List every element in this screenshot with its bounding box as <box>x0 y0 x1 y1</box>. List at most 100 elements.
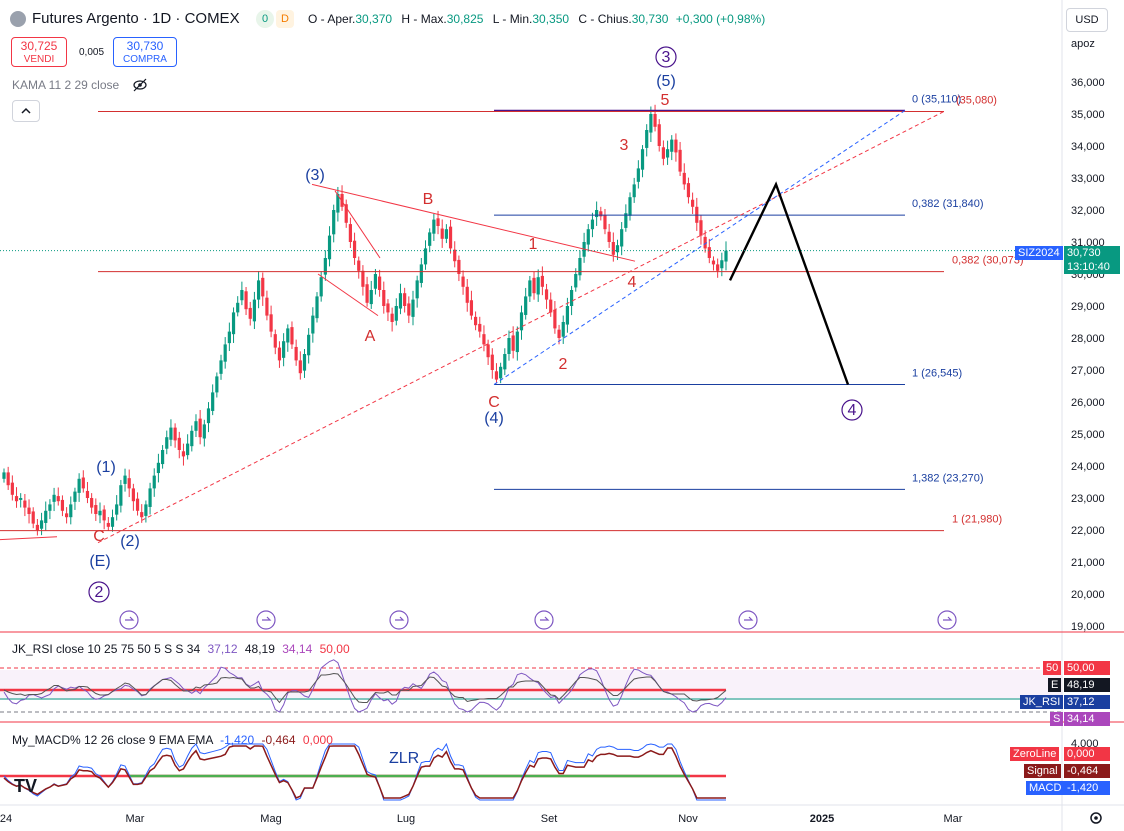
wedge-a <box>334 190 381 259</box>
candle-body <box>27 507 31 514</box>
bar-countdown: 13:10:40 <box>1067 261 1110 273</box>
eye-hidden-icon[interactable] <box>132 78 148 92</box>
wave-label: 4 <box>628 274 637 291</box>
candle-body <box>432 219 436 234</box>
symbol-title[interactable]: Futures Argento · 1D · COMEX <box>32 10 240 27</box>
buy-label: COMPRA <box>123 54 167 65</box>
candle-body <box>624 213 628 228</box>
candle-body <box>131 488 135 502</box>
sell-button[interactable]: 30,725 VENDI <box>11 37 67 67</box>
scale-mode[interactable]: apoz <box>1071 38 1095 50</box>
time-tick: 2025 <box>810 813 834 825</box>
wave-label: B <box>423 191 434 208</box>
event-marker-icon <box>256 610 276 630</box>
candle-body <box>206 408 211 424</box>
rsi-badge-s-label: S <box>1050 712 1064 726</box>
candle-body <box>540 275 544 287</box>
candle-body <box>148 488 152 507</box>
candle-body <box>532 277 536 294</box>
candle-body <box>373 274 378 289</box>
candle-body <box>382 290 386 306</box>
last-price-badge: 30,730 13:10:40 <box>1064 246 1120 274</box>
price-tick: 28,000 <box>1071 333 1105 345</box>
candle-body <box>678 149 682 172</box>
candle-body <box>394 306 398 321</box>
price-tick: 27,000 <box>1071 365 1105 377</box>
wave-label: 1 <box>529 236 538 253</box>
kama-indicator-label[interactable]: KAMA 11 2 29 close <box>12 78 120 92</box>
old-trendline <box>0 536 58 541</box>
level-label: 0 (35,110) <box>912 93 961 105</box>
collapse-legend-button[interactable] <box>12 100 40 122</box>
candle-body <box>499 366 503 379</box>
candle-body <box>244 291 248 310</box>
candle-body <box>190 430 194 447</box>
candle-body <box>682 172 686 185</box>
candle-body <box>473 316 478 326</box>
time-tick: 24 <box>0 813 12 825</box>
candle-body <box>173 427 177 441</box>
sell-price: 30,725 <box>20 39 58 53</box>
currency-selector[interactable]: USD <box>1066 8 1108 32</box>
candle-body <box>52 494 56 502</box>
candle-body <box>507 338 511 354</box>
price-tick: 23,000 <box>1071 493 1105 505</box>
candle-body <box>494 371 499 380</box>
candle-body <box>390 313 394 322</box>
candle-body <box>261 277 265 297</box>
wave-label: 2 <box>559 356 568 373</box>
candle-body <box>595 210 599 218</box>
candle-body <box>240 290 244 301</box>
candle-body <box>69 504 73 518</box>
candle-body <box>611 242 615 255</box>
price-tick: 35,000 <box>1071 109 1105 121</box>
macd-badge-zero-value: 0,000 <box>1064 747 1110 761</box>
price-tick: 21,000 <box>1071 557 1105 569</box>
candle-body <box>457 259 461 274</box>
candle-body <box>223 344 227 362</box>
level-label: 1 (21,980) <box>952 514 1002 526</box>
settings-gear-icon[interactable] <box>1088 810 1104 826</box>
buy-button[interactable]: 30,730 COMPRA <box>113 37 177 67</box>
price-axis: 36,00035,00034,00033,00032,00031,00030,0… <box>1071 77 1105 633</box>
candle-body <box>14 496 19 502</box>
candle-body <box>645 130 649 148</box>
candle-body <box>219 360 223 374</box>
wave-circle <box>655 46 677 68</box>
event-marker-icon <box>534 610 554 630</box>
candles-layer <box>2 104 728 536</box>
candle-body <box>202 424 206 439</box>
price-tick: 29,000 <box>1071 301 1105 313</box>
macd-title: My_MACD% 12 26 close 9 EMA EMA <box>12 733 213 747</box>
candle-body <box>428 232 432 246</box>
macd-legend[interactable]: My_MACD% 12 26 close 9 EMA EMA -1,420 -0… <box>12 733 333 747</box>
candle-body <box>252 299 257 322</box>
rsi-badge-jk-label: JK_RSI <box>1020 695 1064 709</box>
wave-label: C <box>93 528 105 545</box>
macd-badge-zero-label: ZeroLine <box>1010 747 1060 761</box>
spread-value: 0,005 <box>79 47 105 58</box>
candle-body <box>44 510 48 523</box>
candle-body <box>378 276 382 290</box>
candle-body <box>269 314 273 332</box>
candle-body <box>549 299 553 313</box>
rsi-badge-50-label: 50 <box>1043 661 1062 675</box>
candle-body <box>102 509 106 521</box>
rsi-legend[interactable]: JK_RSI close 10 25 75 50 5 S S 34 37,12 … <box>12 642 350 656</box>
candle-body <box>165 437 169 449</box>
candle-body <box>323 258 327 275</box>
rsi-value: 37,12 <box>207 642 238 656</box>
candle-body <box>578 258 582 276</box>
candle-body <box>6 472 10 486</box>
candle-body <box>369 290 373 305</box>
wave-label: 4 <box>848 402 857 419</box>
candle-body <box>181 451 186 457</box>
wave-label: 5 <box>661 92 670 109</box>
candle-body <box>590 219 595 230</box>
candle-body <box>169 427 173 440</box>
rsi-badge-s-value: 34,14 <box>1064 712 1110 726</box>
candle-body <box>544 289 549 300</box>
candle-body <box>386 303 390 313</box>
candle-body <box>586 229 590 245</box>
